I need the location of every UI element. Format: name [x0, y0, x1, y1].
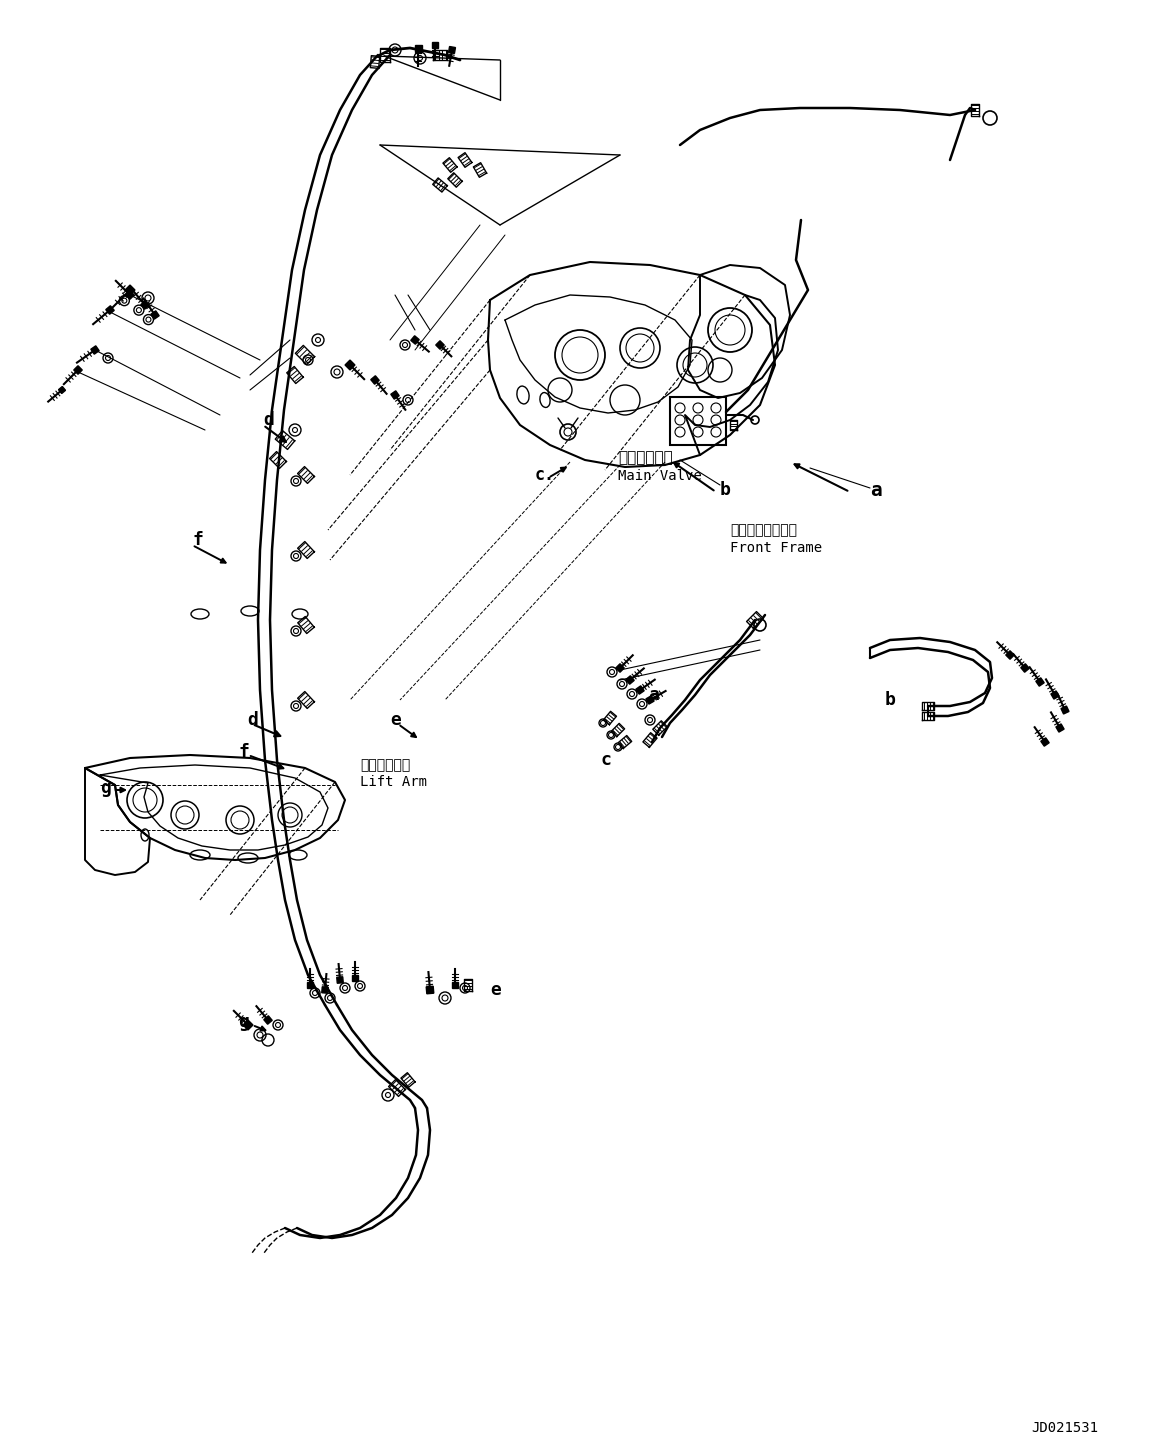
Polygon shape — [1041, 737, 1049, 746]
Polygon shape — [345, 361, 355, 369]
Polygon shape — [337, 977, 343, 983]
Polygon shape — [646, 696, 654, 704]
Bar — [670, 397, 726, 445]
Polygon shape — [1036, 678, 1044, 686]
Polygon shape — [436, 340, 444, 349]
Text: JD021531: JD021531 — [1032, 1421, 1098, 1435]
Polygon shape — [243, 1021, 253, 1029]
Text: Main Valve: Main Valve — [618, 470, 702, 483]
Text: a: a — [647, 686, 659, 704]
Polygon shape — [151, 311, 159, 320]
Text: e: e — [490, 981, 501, 999]
Polygon shape — [414, 45, 422, 51]
Polygon shape — [411, 336, 420, 345]
Text: b: b — [886, 691, 896, 710]
Text: g: g — [238, 1013, 248, 1031]
Polygon shape — [1006, 651, 1014, 659]
Polygon shape — [448, 47, 455, 54]
Text: g: g — [100, 779, 110, 797]
Text: メインバルブ: メインバルブ — [618, 451, 673, 465]
Text: c: c — [600, 752, 611, 769]
Polygon shape — [74, 366, 83, 374]
Polygon shape — [263, 1016, 273, 1024]
Polygon shape — [427, 986, 434, 993]
Polygon shape — [370, 375, 380, 384]
Text: リフトアーム: リフトアーム — [360, 758, 411, 772]
Polygon shape — [452, 981, 458, 989]
Polygon shape — [91, 346, 99, 355]
Polygon shape — [432, 42, 438, 48]
Text: f: f — [238, 743, 248, 760]
Text: a: a — [871, 480, 882, 500]
Text: フロントフレーム: フロントフレーム — [730, 523, 797, 537]
Polygon shape — [1021, 664, 1029, 672]
Polygon shape — [636, 686, 644, 694]
Text: Lift Arm: Lift Arm — [360, 775, 427, 790]
Text: Front Frame: Front Frame — [730, 541, 822, 555]
Polygon shape — [106, 305, 114, 314]
Text: d: d — [263, 411, 274, 429]
Text: d: d — [247, 711, 258, 728]
Polygon shape — [125, 285, 135, 295]
Polygon shape — [125, 291, 135, 300]
Polygon shape — [352, 976, 358, 981]
Polygon shape — [1051, 691, 1059, 699]
Polygon shape — [59, 387, 66, 394]
Text: f: f — [193, 531, 204, 550]
Polygon shape — [1061, 707, 1070, 714]
Polygon shape — [307, 981, 313, 989]
Polygon shape — [322, 987, 328, 993]
Polygon shape — [626, 676, 635, 685]
Polygon shape — [140, 301, 150, 310]
Text: c.: c. — [535, 465, 555, 484]
Polygon shape — [1056, 724, 1064, 733]
Text: b: b — [720, 481, 731, 499]
Polygon shape — [391, 391, 399, 400]
Polygon shape — [615, 664, 624, 672]
Text: e: e — [390, 711, 401, 728]
